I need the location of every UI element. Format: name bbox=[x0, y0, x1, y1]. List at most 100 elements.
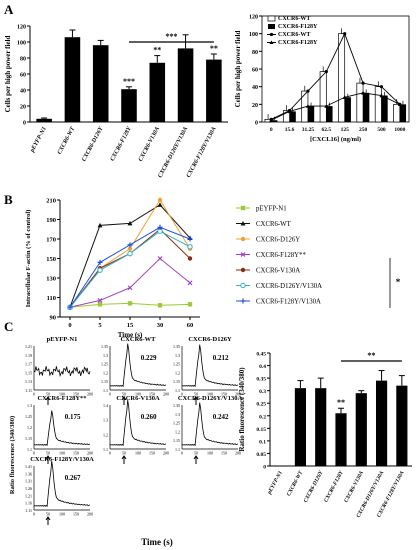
y-tick-label: 1.16 bbox=[25, 501, 32, 506]
y-tick-label: 1.35 bbox=[173, 403, 180, 408]
significance-mark: * bbox=[396, 277, 401, 287]
x-tick-label: 125 bbox=[341, 127, 350, 133]
x-tick-label: 100 bbox=[207, 392, 213, 397]
y-tick-label: 190 bbox=[46, 217, 56, 224]
data-point bbox=[157, 197, 163, 203]
category-label: CXCR6-F128Y bbox=[110, 125, 134, 162]
y-tick-label: 1.15 bbox=[173, 379, 180, 384]
y-tick-label: 1.3 bbox=[103, 418, 108, 423]
trace-title: CXCR6-WT bbox=[120, 336, 156, 343]
peak-value: 0.229 bbox=[141, 354, 157, 362]
bar-wt bbox=[393, 103, 401, 123]
x-tick-label: 50 bbox=[122, 451, 126, 456]
bar bbox=[315, 388, 327, 466]
legend-label: CXCR6-WT bbox=[256, 221, 292, 228]
y-axis-label: Intracellular F-actin (% of control) bbox=[25, 210, 32, 308]
point-f128y bbox=[305, 104, 310, 108]
y-axis-label: Cells per high power field bbox=[4, 36, 12, 113]
data-point bbox=[240, 267, 246, 273]
point-wt bbox=[379, 85, 384, 89]
y-tick-label: 1.21 bbox=[25, 493, 32, 498]
stimulus-arrow bbox=[121, 455, 127, 464]
legend-marker bbox=[269, 32, 274, 37]
peak-value: 0.260 bbox=[141, 413, 157, 421]
x-tick-label: 100 bbox=[59, 451, 65, 456]
point-wt bbox=[361, 81, 365, 85]
y-tick-label: 1.15 bbox=[25, 436, 32, 441]
y-tick-label: 170 bbox=[46, 237, 56, 244]
bar-f128y bbox=[363, 92, 370, 122]
y-tick-label: 1.1 bbox=[175, 447, 180, 452]
x-axis-label: [CXCL16] (ng/ml) bbox=[310, 136, 361, 143]
y-tick-label: 1.4 bbox=[103, 403, 108, 408]
stimulus-arrow bbox=[121, 396, 127, 405]
x-tick-label: 150 bbox=[221, 451, 227, 456]
data-point bbox=[127, 220, 133, 226]
x-tick-label: 150 bbox=[149, 451, 155, 456]
significance-mark: ** bbox=[153, 46, 161, 55]
legend-label: CXCR6-D126Y bbox=[256, 237, 300, 244]
panel-c-label: C bbox=[4, 319, 13, 334]
y-tick-label: 120 bbox=[249, 15, 258, 21]
x-tick-label: 30 bbox=[157, 322, 164, 329]
x-tick-label: 100 bbox=[59, 512, 65, 517]
y-tick-label: 0.25 bbox=[256, 402, 266, 408]
legend-label: CXCR6-WT bbox=[278, 16, 310, 22]
data-point bbox=[187, 244, 193, 250]
bar-f128y bbox=[271, 120, 278, 122]
point-wt bbox=[343, 32, 347, 36]
x-tick-label: 150 bbox=[149, 392, 155, 397]
data-point bbox=[97, 298, 103, 303]
y-tick-label: 1.25 bbox=[173, 362, 180, 367]
bar bbox=[396, 385, 408, 466]
y-tick-label: 1.26 bbox=[25, 486, 32, 491]
y-tick-label: 1.3 bbox=[27, 403, 32, 408]
category-label: CXCR6-F128Y bbox=[323, 470, 345, 504]
trace-title: CXCR6-F128Y** bbox=[37, 395, 86, 402]
y-tick-label: 1.15 bbox=[101, 379, 108, 384]
y-tick-label: 0 bbox=[23, 121, 26, 127]
point-wt bbox=[324, 70, 328, 74]
trace-line bbox=[34, 410, 91, 447]
category-label: CXCR6-V130A bbox=[138, 126, 161, 162]
bar-f128y bbox=[326, 106, 333, 122]
data-point bbox=[187, 302, 193, 307]
y-tick-label: 20 bbox=[20, 105, 26, 111]
y-tick-label: 60 bbox=[252, 68, 258, 74]
y-tick-label: 1.11 bbox=[25, 508, 32, 513]
y-tick-label: 210 bbox=[46, 198, 56, 205]
x-tick-label: 150 bbox=[73, 512, 79, 517]
bar bbox=[355, 393, 367, 466]
x-tick-label: 31.25 bbox=[302, 127, 315, 133]
x-tick-label: 100 bbox=[59, 392, 65, 397]
data-point bbox=[97, 267, 103, 273]
y-tick-label: 0.05 bbox=[256, 452, 266, 458]
x-tick-label: 60 bbox=[187, 322, 194, 329]
stimulus-arrow bbox=[193, 396, 199, 405]
y-tick-label: 1.2 bbox=[27, 425, 32, 430]
significance-mark: ** bbox=[210, 44, 218, 53]
trace-title: pEYFP-N1 bbox=[47, 336, 78, 343]
y-tick-label: 1.31 bbox=[25, 479, 32, 484]
y-axis-label: Ratio fluorescence (340/380) bbox=[238, 367, 246, 452]
y-tick-label: 1.13 bbox=[25, 379, 32, 384]
trace-title: CXCR6-D126Y/V130A bbox=[178, 395, 243, 402]
data-point bbox=[157, 256, 163, 261]
y-tick-label: 150 bbox=[46, 256, 56, 263]
legend-label: CXCR6-V130A bbox=[256, 268, 300, 275]
y-tick-label: 1.25 bbox=[101, 362, 108, 367]
data-point bbox=[127, 285, 133, 291]
series-line bbox=[69, 257, 191, 308]
x-tick-label: 0 bbox=[181, 451, 183, 456]
bar-f128y bbox=[289, 111, 296, 122]
y-tick-label: 0.4 bbox=[259, 364, 266, 370]
bar bbox=[149, 62, 166, 122]
category-label: pEYFP-N1 bbox=[29, 126, 48, 154]
bar-f128y bbox=[399, 104, 407, 122]
x-tick-label: 100 bbox=[135, 451, 141, 456]
y-tick-label: 1.41 bbox=[25, 464, 32, 469]
bar bbox=[64, 37, 81, 123]
y-axis-label: Cells per high power field bbox=[234, 31, 242, 108]
x-tick-label: 150 bbox=[221, 392, 227, 397]
data-point bbox=[127, 246, 133, 251]
